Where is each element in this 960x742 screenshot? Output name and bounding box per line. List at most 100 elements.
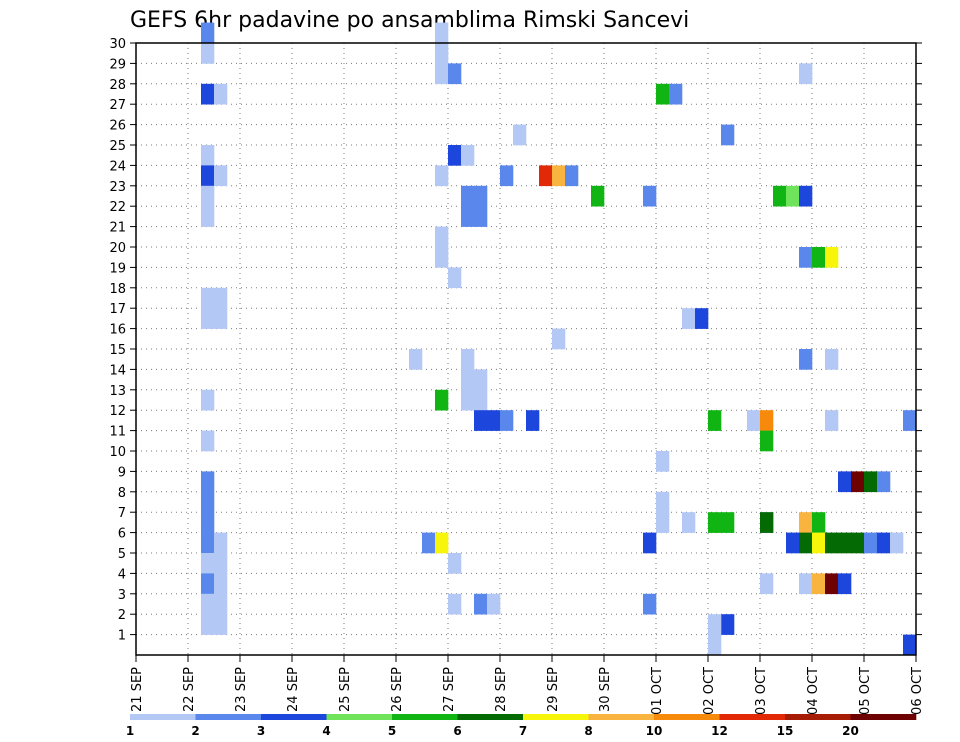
heatmap-cell <box>201 573 215 595</box>
heatmap-cell <box>500 165 514 187</box>
heatmap-cell <box>838 532 852 554</box>
x-tick-label: 02 OCT <box>702 667 717 715</box>
heatmap-cell <box>201 430 215 452</box>
heatmap-cell <box>565 165 579 187</box>
heatmap-cell <box>201 83 215 105</box>
x-tick-label: 03 OCT <box>754 667 769 715</box>
colorbar-label: 7 <box>519 724 527 738</box>
heatmap-cell <box>825 573 839 595</box>
heatmap-cell <box>474 185 488 207</box>
heatmap-cell <box>656 83 670 105</box>
y-tick-label: 5 <box>118 547 126 562</box>
heatmap-cell <box>825 247 839 268</box>
colorbar-swatch <box>195 714 262 720</box>
colorbar-swatch <box>457 714 524 720</box>
y-tick-label: 3 <box>118 588 126 603</box>
colorbar-swatch <box>654 714 720 720</box>
heatmap-cell <box>201 389 215 411</box>
heatmap-cell <box>812 573 826 595</box>
heatmap-cell <box>201 165 215 187</box>
heatmap-cell <box>786 185 800 207</box>
heatmap-cell <box>201 532 215 554</box>
y-tick-label: 21 <box>109 221 126 236</box>
heatmap-cell <box>201 512 215 533</box>
colorbar-label: 12 <box>711 724 728 738</box>
heatmap-cell <box>214 553 228 574</box>
heatmap-cell <box>656 491 670 513</box>
heatmap-cell <box>786 532 800 554</box>
heatmap-cell <box>461 145 475 166</box>
heatmap-cell <box>799 247 813 268</box>
x-tick-label: 25 SEP <box>338 667 353 712</box>
heatmap-cell <box>513 124 527 146</box>
heatmap-cell <box>812 247 826 268</box>
heatmap-cell <box>474 389 488 411</box>
y-tick-label: 14 <box>109 363 126 378</box>
heatmap-cell <box>760 512 774 533</box>
y-tick-label: 4 <box>118 567 126 582</box>
y-tick-label: 12 <box>109 404 126 419</box>
heatmap-cell <box>708 614 722 635</box>
heatmap-cell <box>435 247 449 268</box>
heatmap-cell <box>721 614 735 635</box>
heatmap-cell <box>760 430 774 452</box>
y-tick-label: 27 <box>109 98 126 113</box>
heatmap-cell <box>422 532 436 554</box>
heatmap-cell <box>708 512 722 533</box>
heatmap-cell <box>825 410 839 431</box>
heatmap-cell <box>890 532 904 554</box>
x-tick-label: 05 OCT <box>858 667 873 715</box>
colorbar-legend: 1 2 3 4 5 6 7 8 10 12 15 20 <box>126 714 917 738</box>
heatmap-cell <box>487 410 501 431</box>
heatmap-cell <box>656 512 670 533</box>
heatmap-cell <box>799 185 813 207</box>
x-tick-label: 26 SEP <box>390 667 405 712</box>
heatmap-cell <box>760 410 774 431</box>
heatmap-cell <box>448 267 462 289</box>
heatmap-cell <box>812 532 826 554</box>
x-tick-label: 04 OCT <box>806 667 821 715</box>
y-tick-label: 24 <box>109 159 126 174</box>
y-tick-label: 16 <box>109 323 126 338</box>
heatmap-cell <box>201 145 215 166</box>
heatmap-cell <box>747 410 761 431</box>
y-tick-label: 17 <box>109 302 126 317</box>
heatmap-cell <box>474 410 488 431</box>
chart-title: GEFS 6hr padavine po ansamblima Rimski S… <box>130 8 689 33</box>
heatmap-cell <box>461 389 475 411</box>
axis-ticks: 1234567891011121314151617181920212223242… <box>109 37 925 715</box>
heatmap-cell <box>656 451 670 472</box>
x-tick-label: 29 SEP <box>546 667 561 712</box>
heatmap-cell <box>214 165 228 187</box>
heatmap-cell <box>708 634 722 656</box>
colorbar-swatch <box>130 714 196 720</box>
heatmap-cell <box>435 226 449 248</box>
heatmap-cell <box>643 532 657 554</box>
heatmap-cell <box>214 593 228 615</box>
heatmap-cell <box>773 185 787 207</box>
y-tick-label: 25 <box>109 139 126 154</box>
y-tick-label: 9 <box>118 465 126 480</box>
heatmap-cell <box>812 512 826 533</box>
heatmap-cell <box>201 43 215 64</box>
heatmap-cell <box>435 63 449 85</box>
heatmap-cell <box>461 369 475 391</box>
heatmap-cell <box>201 614 215 635</box>
x-tick-label: 01 OCT <box>650 667 665 715</box>
heatmap-cell <box>461 206 475 227</box>
heatmap-cell <box>201 22 215 44</box>
y-tick-label: 8 <box>118 486 126 501</box>
y-tick-label: 1 <box>118 629 126 644</box>
heatmap-cell <box>448 145 462 166</box>
y-tick-label: 22 <box>109 200 126 215</box>
heatmap-cell <box>539 165 553 187</box>
y-tick-label: 23 <box>109 180 126 195</box>
heatmap-cell <box>474 369 488 391</box>
heatmap-cell <box>214 308 228 329</box>
heatmap-cell <box>825 349 839 370</box>
colorbar-label: 3 <box>257 724 265 738</box>
y-tick-label: 29 <box>109 57 126 72</box>
colorbar-label: 2 <box>191 724 199 738</box>
heatmap-cell <box>214 287 228 309</box>
